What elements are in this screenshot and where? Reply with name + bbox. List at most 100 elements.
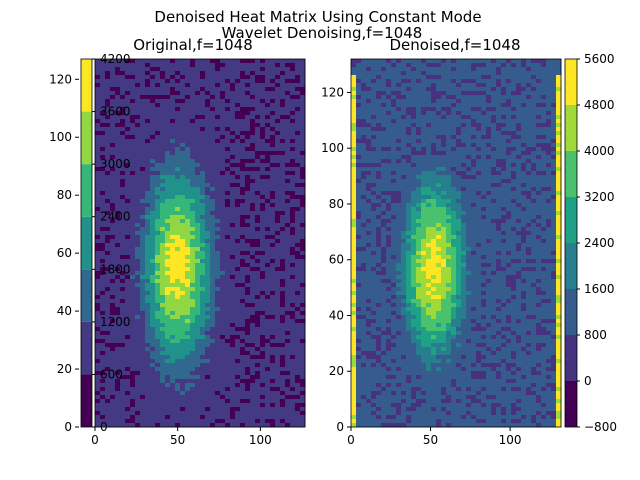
heatmap-cell — [105, 367, 111, 372]
heatmap-cell — [431, 91, 437, 96]
heatmap-cell — [300, 387, 306, 392]
heatmap-cell — [275, 403, 281, 408]
heatmap-cell — [481, 115, 487, 120]
heatmap-cell — [280, 91, 286, 96]
heatmap-cell — [195, 371, 201, 376]
heatmap-cell — [265, 227, 271, 232]
heatmap-cell — [265, 59, 271, 64]
heatmap-cell — [120, 295, 126, 300]
heatmap-cell — [295, 159, 301, 164]
heatmap-cell — [466, 119, 472, 124]
heatmap-cell — [516, 75, 522, 80]
heatmap-cell — [225, 295, 231, 300]
heatmap-cell — [546, 143, 552, 148]
heatmap-cell — [441, 71, 447, 76]
heatmap-cell — [145, 195, 151, 200]
heatmap-cell — [250, 355, 256, 360]
heatmap-cell — [105, 363, 111, 368]
heatmap-cell — [265, 367, 271, 372]
heatmap-cell — [240, 343, 246, 348]
heatmap-cell — [265, 407, 271, 412]
heatmap-cell — [190, 123, 196, 128]
heatmap-cell — [285, 367, 291, 372]
heatmap-cell — [220, 123, 226, 128]
heatmap-cell — [265, 179, 271, 184]
heatmap-cell — [300, 411, 306, 416]
heatmap-cell — [145, 243, 151, 248]
heatmap-cell — [506, 75, 512, 80]
heatmap-cell — [120, 131, 126, 136]
heatmap-cell — [100, 367, 106, 372]
heatmap-cell — [150, 395, 156, 400]
heatmap-cell — [100, 215, 106, 220]
heatmap-cell — [175, 191, 181, 196]
heatmap-cell — [215, 171, 221, 176]
heatmap-cell — [220, 311, 226, 316]
heatmap-cell — [255, 387, 261, 392]
heatmap-cell — [145, 115, 151, 120]
heatmap-cell — [145, 123, 151, 128]
heatmap-cell — [155, 103, 161, 108]
heatmap-cell — [160, 423, 166, 428]
heatmap-cell — [100, 219, 106, 224]
heatmap-cell — [230, 115, 236, 120]
heatmap-cell — [290, 423, 296, 428]
heatmap-cell — [290, 199, 296, 204]
heatmap-cell — [185, 255, 191, 260]
heatmap-cell — [145, 411, 151, 416]
heatmap-cell — [451, 59, 457, 64]
heatmap-cell — [160, 243, 166, 248]
heatmap-cell — [115, 83, 121, 88]
heatmap-cell — [275, 139, 281, 144]
heatmap-cell — [270, 419, 276, 424]
heatmap-cell — [170, 291, 176, 296]
heatmap-cell — [275, 239, 281, 244]
heatmap-cell — [280, 71, 286, 76]
heatmap-cell — [110, 363, 116, 368]
heatmap-cell — [160, 271, 166, 276]
heatmap-cell — [546, 91, 552, 96]
heatmap-cell — [220, 107, 226, 112]
heatmap-cell — [300, 251, 306, 256]
heatmap-cell — [526, 71, 532, 76]
heatmap-cell — [225, 267, 231, 272]
heatmap-cell — [270, 307, 276, 312]
heatmap-cell — [165, 403, 171, 408]
heatmap-cell — [215, 107, 221, 112]
heatmap-cell — [551, 63, 557, 68]
heatmap-cell — [105, 223, 111, 228]
heatmap-cell — [230, 183, 236, 188]
heatmap-cell — [255, 135, 261, 140]
heatmap-cell — [100, 67, 106, 72]
heatmap-cell — [100, 251, 106, 256]
heatmap-cell — [150, 379, 156, 384]
heatmap-cell — [185, 111, 191, 116]
heatmap-cell — [155, 419, 161, 424]
heatmap-cell — [516, 59, 522, 64]
heatmap-cell — [245, 107, 251, 112]
heatmap-cell — [190, 115, 196, 120]
heatmap-cell — [491, 59, 497, 64]
heatmap-cell — [205, 163, 211, 168]
heatmap-cell — [275, 195, 281, 200]
heatmap-cell — [160, 215, 166, 220]
heatmap-cell — [290, 287, 296, 292]
heatmap-cell — [255, 263, 261, 268]
heatmap-cell — [551, 87, 557, 92]
heatmap-cell — [300, 363, 306, 368]
heatmap-cell — [205, 399, 211, 404]
heatmap-cell — [235, 307, 241, 312]
heatmap-cell — [160, 387, 166, 392]
heatmap-cell — [195, 359, 201, 364]
heatmap-cell — [100, 347, 106, 352]
heatmap-cell — [145, 63, 151, 68]
heatmap-cell — [100, 123, 106, 128]
heatmap-cell — [476, 111, 482, 116]
heatmap-cell — [511, 91, 517, 96]
heatmap-cell — [275, 183, 281, 188]
heatmap-cell — [411, 159, 417, 164]
heatmap-cell — [270, 367, 276, 372]
heatmap-cell — [180, 343, 186, 348]
heatmap-cell — [235, 267, 241, 272]
heatmap-cell — [255, 95, 261, 100]
